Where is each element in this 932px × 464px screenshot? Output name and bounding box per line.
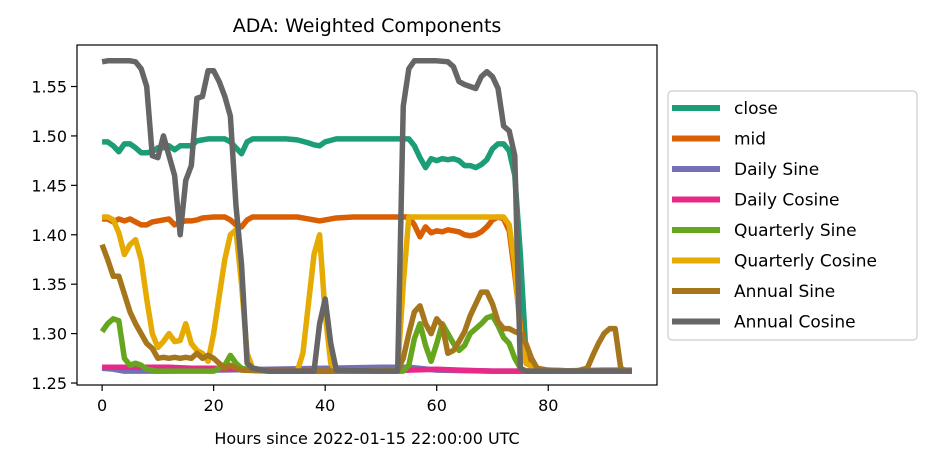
series-line-annual-cosine <box>101 58 632 374</box>
legend-frame <box>667 90 918 341</box>
legend-label: Quarterly Cosine <box>734 252 877 272</box>
series-layer <box>99 58 632 374</box>
x-axis-label: Hours since 2022-01-15 22:00:00 UTC <box>214 429 519 448</box>
legend-label: Daily Cosine <box>734 191 840 211</box>
y-tick-label: 1.40 <box>31 226 67 245</box>
legend-label: Annual Cosine <box>734 313 856 333</box>
y-tick-label: 1.55 <box>31 78 67 97</box>
y-tick-label: 1.25 <box>31 374 67 393</box>
legend-label: mid <box>734 130 766 150</box>
x-tick-label: 0 <box>97 396 107 415</box>
x-tick-label: 40 <box>315 396 335 415</box>
y-tick-label: 1.50 <box>31 127 67 146</box>
x-axis: 0 20 40 60 80 <box>97 385 558 415</box>
legend-label: Quarterly Sine <box>734 221 857 241</box>
x-tick-label: 60 <box>427 396 447 415</box>
legend: close mid Daily Sine Daily Cosine Quarterly … <box>667 90 918 341</box>
y-tick-label: 1.30 <box>31 325 67 344</box>
x-tick-label: 20 <box>203 396 223 415</box>
legend-label: Daily Sine <box>734 160 819 180</box>
y-tick-label: 1.45 <box>31 176 67 195</box>
y-tick-label: 1.35 <box>31 275 67 294</box>
x-tick-label: 80 <box>538 396 558 415</box>
plot-area <box>76 44 658 386</box>
plot-frame <box>76 44 658 386</box>
series-line-quarterly-sine <box>99 313 632 374</box>
chart-title: ADA: Weighted Components <box>233 15 502 37</box>
series-line-close <box>102 136 632 374</box>
legend-label: Annual Sine <box>734 282 835 302</box>
legend-label: close <box>734 99 778 119</box>
y-axis: 1.25 1.30 1.35 1.40 1.45 1.50 1.55 <box>31 78 77 393</box>
